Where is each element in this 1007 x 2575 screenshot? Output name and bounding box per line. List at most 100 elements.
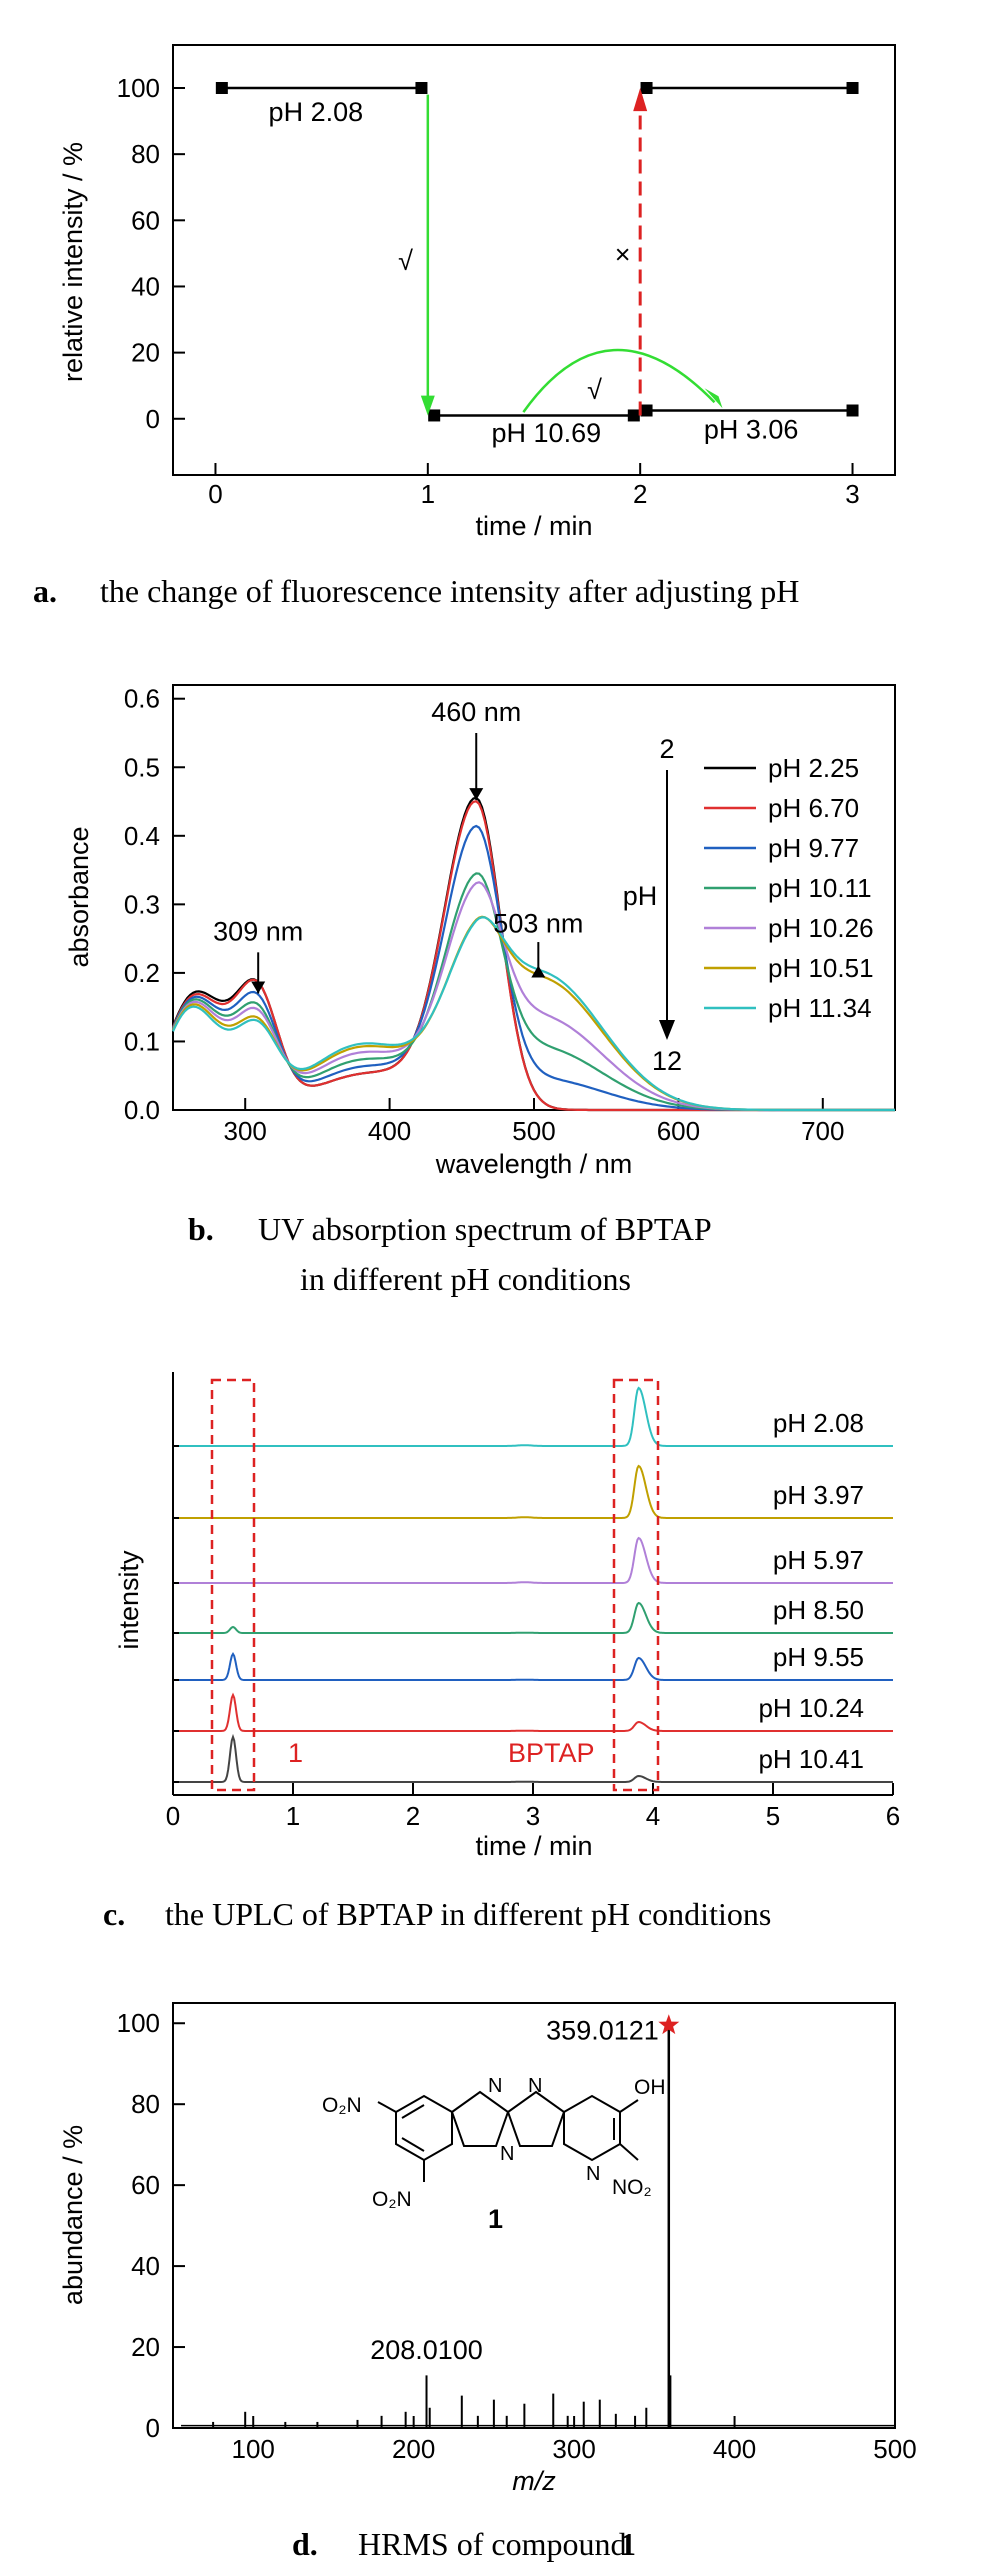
panel-a-cross-mark: × — [615, 239, 631, 269]
panel-d-caption-compound: 1 — [620, 2526, 636, 2562]
panel-a-check-mark-2: √ — [587, 375, 602, 405]
panel-d-y-tick-label: 80 — [131, 2089, 160, 2119]
panel-b-x-tick-label: 400 — [368, 1116, 411, 1146]
structure-ring-left-five — [450, 2090, 510, 2147]
panel-b-uv-spectrum-chart: 300 400 500 600 700 0.0 0.1 0.2 0.3 0.4 0.5 0.6 309… — [64, 684, 896, 1297]
panel-a-data-point — [640, 82, 653, 94]
panel-b-y-tick-label: 0.1 — [124, 1026, 160, 1056]
panel-d-y-tick-label: 60 — [131, 2170, 160, 2200]
panel-a-green-arrowhead-down — [420, 395, 435, 416]
panel-c-x-tick-label: 3 — [526, 1801, 540, 1831]
panel-c-chromatogram-trace — [179, 1386, 893, 1447]
structure-label-no2-top: O₂N — [322, 2094, 362, 2117]
panel-b-legend-label: pH 6.70 — [768, 793, 859, 823]
structure-double-bond-1 — [401, 2104, 425, 2119]
panel-c-chromatogram-trace — [179, 1692, 893, 1732]
panel-d-x-tick-label: 100 — [232, 2434, 275, 2464]
panel-c-x-tick-label: 4 — [646, 1801, 660, 1831]
structure-bond-oh — [619, 2099, 639, 2113]
panel-c-y-axis-label: intensity — [114, 1550, 144, 1650]
panel-a-caption-label: a. — [33, 573, 57, 609]
panel-b-x-tick-label: 500 — [512, 1116, 555, 1146]
panel-a-data-point — [627, 409, 640, 422]
panel-b-annotation-arrowhead — [531, 965, 546, 978]
panel-c-x-tick-label: 5 — [766, 1801, 780, 1831]
panel-d-caption-label: d. — [292, 2526, 318, 2562]
panel-a-y-tick-label: 40 — [131, 271, 160, 301]
structure-label-no2-right: NO₂ — [612, 2176, 652, 2199]
panel-a-x-tick-label: 1 — [421, 479, 435, 509]
panel-a-check-mark-1: √ — [398, 246, 413, 276]
structure-label-n-3: N — [500, 2143, 514, 2165]
panel-a-y-tick-label: 100 — [117, 73, 160, 103]
panel-a-green-curved-arrow — [522, 348, 716, 413]
panel-c-highlight-box-bptap — [612, 1378, 660, 1792]
panel-a-x-tick-label: 2 — [633, 479, 647, 509]
panel-d-y-tick-label: 100 — [117, 2008, 160, 2038]
panel-a-y-tick-label: 20 — [131, 338, 160, 368]
panel-d-x-axis-label: m/z — [512, 2466, 556, 2496]
panel-b-annotation-label: 460 nm — [431, 697, 521, 727]
panel-a-data-point — [415, 82, 428, 94]
panel-a-y-axis-label: relative intensity / % — [58, 142, 88, 382]
panel-d-x-tick-label: 500 — [873, 2434, 916, 2464]
structure-double-bond-2 — [401, 2137, 425, 2152]
panel-c-trace-label: pH 9.55 — [773, 1642, 864, 1672]
panel-c-x-tick-label: 6 — [886, 1801, 900, 1831]
panel-a-data-point — [640, 404, 653, 417]
panel-b-y-axis-label: absorbance — [64, 826, 94, 967]
panel-a-series-label-2: pH 10.69 — [492, 418, 602, 448]
panel-b-series-line — [172, 916, 895, 1112]
panel-a-green-curved-arrowhead — [704, 388, 723, 409]
structure-label-n-1: N — [488, 2075, 502, 2097]
structure-compound-number: 1 — [488, 2204, 503, 2234]
panel-b-caption-label: b. — [188, 1211, 214, 1247]
panel-c-x-tick-label: 2 — [406, 1801, 420, 1831]
panel-b-legend-label: pH 9.77 — [768, 833, 859, 863]
panel-b-x-tick-label: 600 — [657, 1116, 700, 1146]
panel-c-caption: the UPLC of BPTAP in different pH condit… — [165, 1896, 771, 1932]
structure-label-no2-bottom: O₂N — [372, 2188, 412, 2211]
panel-b-legend-label: pH 10.51 — [768, 953, 874, 983]
panel-b-y-tick-label: 0.4 — [124, 821, 160, 851]
panel-a-caption: the change of fluorescence intensity aft… — [100, 573, 799, 609]
panel-c-trace-label: pH 10.41 — [758, 1744, 864, 1774]
panel-b-caption-line-1: UV absorption spectrum of BPTAP — [258, 1211, 712, 1247]
panel-a-y-tick-label: 80 — [131, 139, 160, 169]
panel-c-x-tick-label: 0 — [166, 1801, 180, 1831]
panel-a-x-axis-label: time / min — [475, 511, 592, 541]
panel-a-series-label-3: pH 3.06 — [704, 415, 799, 445]
panel-d-structure-compound-1 — [377, 2090, 639, 2182]
structure-label-n-4: N — [586, 2163, 600, 2185]
panel-b-ph-arrow-top: 2 — [659, 734, 674, 764]
panel-d-hrms-chart: 100 200 300 400 500 0 20 40 60 80 100 359.0121 208… — [58, 2002, 917, 2562]
panel-c-chromatogram-trace — [179, 1733, 893, 1783]
panel-a-red-arrowhead-up — [633, 88, 648, 112]
panel-b-y-tick-label: 0.3 — [124, 889, 160, 919]
panel-d-caption: HRMS of compound — [358, 2526, 626, 2562]
panel-b-legend-label: pH 11.34 — [768, 993, 872, 1023]
structure-pyridine-ring — [563, 2094, 621, 2162]
panel-b-ph-arrow-mid: pH — [623, 881, 658, 911]
panel-d-x-tick-label: 300 — [552, 2434, 595, 2464]
panel-c-chromatogram-trace — [179, 1601, 893, 1634]
panel-b-annotation-label: 503 nm — [493, 909, 583, 939]
panel-b-caption-line-2: in different pH conditions — [300, 1261, 631, 1297]
panel-c-trace-label: pH 8.50 — [773, 1595, 864, 1625]
panel-c-chromatogram-trace — [179, 1536, 893, 1584]
panel-b-y-tick-label: 0.0 — [124, 1095, 160, 1125]
panel-b-legend-label: pH 10.11 — [768, 873, 872, 903]
panel-a-data-point — [846, 82, 859, 94]
panel-b-ph-arrow-head — [659, 1020, 675, 1040]
structure-label-n-2: N — [528, 2075, 542, 2097]
panel-a-data-point — [215, 82, 228, 94]
panel-a-x-tick-label: 0 — [208, 479, 222, 509]
structure-benzene-ring — [395, 2094, 453, 2162]
panel-c-caption-label: c. — [103, 1896, 125, 1932]
panel-d-plot-frame — [172, 2002, 896, 2429]
structure-bond-no2-right — [619, 2143, 639, 2161]
panel-c-trace-label: pH 5.97 — [773, 1545, 864, 1575]
panel-d-star-marker — [658, 2014, 680, 2035]
